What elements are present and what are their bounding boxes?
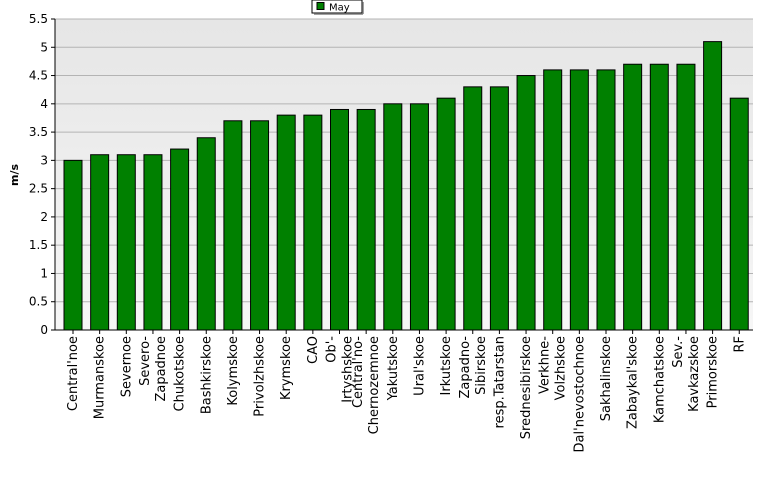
x-category-label: Yakutskoe <box>386 336 401 401</box>
y-tick-label: 4.5 <box>29 69 48 83</box>
x-category-label: Chernozemnoe <box>367 336 382 434</box>
bar <box>729 97 749 331</box>
x-category-label: Irkutskoe <box>439 336 454 395</box>
y-tick-label: 1 <box>40 266 48 280</box>
x-category-label: Krymskoe <box>279 336 294 400</box>
bar <box>170 148 190 331</box>
x-category-label: Kavkazskoe <box>687 336 702 412</box>
x-category-label: Dal'nevostochnoe <box>572 336 587 452</box>
bar <box>623 63 643 331</box>
legend-swatch <box>316 2 325 10</box>
x-category-label: Verkhne- <box>538 336 553 394</box>
bar <box>116 154 136 331</box>
x-category-label: Central'no- <box>351 336 366 408</box>
x-category-label: CAO <box>306 336 321 364</box>
x-category-label: Chukotskoe <box>173 336 188 411</box>
x-category-label: RF <box>732 336 747 353</box>
y-tick-label: 5.5 <box>29 12 48 26</box>
x-category-label: Primorskoe <box>706 336 721 408</box>
bar <box>649 63 669 331</box>
x-category-label: Zapadno- <box>458 336 473 399</box>
x-category-label: Kamchatskoe <box>652 336 667 423</box>
x-category-label: resp.Tatarstan <box>492 336 507 428</box>
bar <box>143 154 163 331</box>
bar <box>356 108 376 331</box>
y-tick-label: 0 <box>40 323 48 337</box>
bar <box>330 108 349 331</box>
bar <box>409 103 429 331</box>
x-category-label: Irtyshskoe <box>341 336 356 403</box>
bar <box>489 86 509 331</box>
x-category-label: Murmanskoe <box>93 336 108 419</box>
bar <box>463 86 483 331</box>
bar <box>543 69 563 331</box>
y-tick-label: 3.5 <box>29 125 48 139</box>
x-category-label: Sibirskoe <box>474 336 489 395</box>
bar <box>63 159 83 331</box>
bar <box>703 41 723 331</box>
x-category-label: Zapadnoe <box>154 336 169 402</box>
bar <box>276 114 296 331</box>
bar <box>303 114 323 331</box>
y-tick-label: 1.5 <box>29 238 48 252</box>
bar <box>569 69 589 331</box>
x-category-labels: Central'noe Murmanskoe Severnoe Severo- Zapa… <box>66 336 747 453</box>
x-category-label: Kolymskoe <box>226 336 241 406</box>
x-category-label: Sakhalinskoe <box>599 336 614 421</box>
bar <box>196 137 216 331</box>
legend: May <box>311 0 364 15</box>
x-category-label: Privolzhskoe <box>253 336 268 417</box>
y-tick-labels: 0 0.5 1 1.5 2 2.5 3 3.5 4 4.5 5 5.5 <box>29 12 48 337</box>
x-category-label: Ural'skoe <box>412 336 427 396</box>
bar <box>436 97 456 331</box>
x-category-label: Central'noe <box>66 336 81 411</box>
x-category-label: Volzhskoe <box>554 336 569 400</box>
y-tick-label: 3 <box>40 153 48 167</box>
x-category-label: Severo- <box>138 336 153 386</box>
bar <box>596 69 616 331</box>
y-tick-label: 4 <box>40 97 48 111</box>
x-category-label: Sev.- <box>671 336 686 368</box>
y-axis-label: m/s <box>8 164 21 186</box>
y-tick-label: 0.5 <box>29 295 48 309</box>
bar <box>90 154 110 331</box>
bar <box>383 103 403 331</box>
x-category-label: Bashkirskoe <box>199 336 214 414</box>
x-category-label: Zabaykal'skoe <box>626 336 641 429</box>
y-tick-label: 5 <box>40 40 48 54</box>
bar <box>676 63 696 331</box>
y-tick-label: 2 <box>40 210 48 224</box>
y-tick-label: 2.5 <box>29 182 48 196</box>
bar <box>516 75 536 331</box>
x-category-label: Srednesibirskoe <box>519 336 534 439</box>
axes <box>51 18 753 334</box>
legend-label-may: May <box>329 3 350 14</box>
x-category-label: Ob'- <box>325 336 340 363</box>
bar <box>223 120 243 331</box>
x-category-label: Severnoe <box>119 336 134 397</box>
bar <box>250 120 270 331</box>
